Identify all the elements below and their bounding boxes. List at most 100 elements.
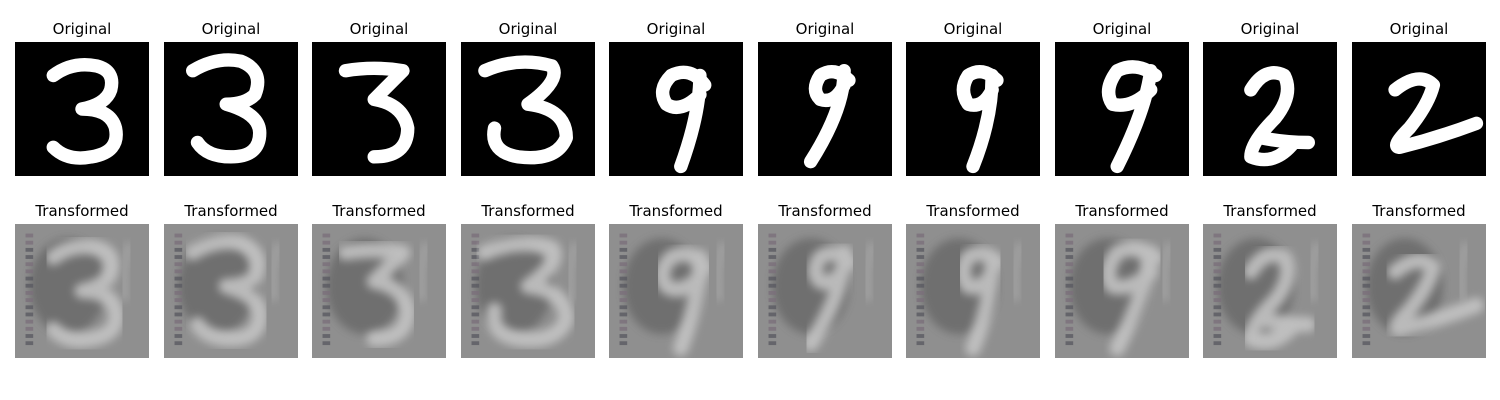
artifact-dot [1065,326,1074,331]
original-digit-image [609,42,743,176]
artifact-dot [25,255,34,259]
artifact-dot [471,247,480,252]
artifact-dot [471,291,480,295]
digit-stroke [1387,253,1485,337]
artifact-dot [916,334,925,338]
transformed-digit-image [1203,224,1337,358]
artifact-dot [322,298,331,303]
artifact-dot [916,319,925,324]
artifact-dot [25,291,34,295]
artifact-dot [619,298,628,303]
artifact-dot [619,269,628,274]
artifact-dot [1213,255,1222,259]
original-title: Original [943,20,1003,38]
artifact-dot [25,334,34,338]
artifact-dot [1362,291,1371,295]
artifact-dot [174,334,183,338]
transformed-digit-image [15,224,149,358]
digit-stroke [802,245,857,352]
artifact-dot [916,269,925,274]
original-digit-image [15,42,149,176]
artifact-dot [768,276,777,281]
transformed-digit-image [906,224,1040,358]
digit-stroke [654,246,713,357]
artifact-dot [322,312,331,317]
artifact-dot [1065,269,1074,274]
artifact-dot [916,276,925,281]
artifact-dot [619,283,628,288]
digit-stroke [478,55,573,165]
artifact-dot [1362,334,1371,338]
artifact-dot [1065,305,1074,310]
artifact-dot [916,247,925,252]
transformed-digit-image [164,224,298,358]
artifact-dot [322,326,331,331]
artifact-dot [322,319,331,324]
artifact-dot [471,305,480,310]
original-title: Original [201,20,261,38]
artifact-dot [1213,276,1222,281]
transformed-digit-image [312,224,446,358]
artifact-dot [322,247,331,252]
artifact-dot [322,269,331,274]
artifact-dot [25,298,34,303]
transformed-title: Transformed [1223,202,1317,220]
original-digit-image [164,42,298,176]
artifact-dot [1213,334,1222,338]
transformed-title: Transformed [332,202,426,220]
artifact-dot [1362,305,1371,310]
artifact-dot [1065,276,1074,281]
artifact-dot [916,341,925,346]
artifact-dot [1213,305,1222,310]
digit-stroke [803,64,856,169]
artifact-dot [1213,319,1222,324]
artifact-dot [25,312,34,317]
artifact-dot [916,312,925,317]
digit-stroke [1100,241,1164,357]
artifact-dot [619,291,628,295]
digit-stroke [655,65,712,174]
artifact-dot [322,283,331,288]
digit-stroke [1243,247,1316,350]
artifact-dot [1065,312,1074,317]
digit-stroke [955,246,1005,357]
artifact-dot [25,247,34,252]
artifact-dot [1065,341,1074,346]
ghost-stroke [1158,241,1175,302]
artifact-dot [768,319,777,324]
artifact-dot [768,262,777,267]
ghost-stroke [861,241,878,302]
artifact-dot [322,276,331,281]
artifact-dot [322,233,331,238]
artifact-dot [174,269,183,274]
artifact-dot [619,276,628,281]
artifact-dot [1065,240,1074,245]
artifact-dot [916,255,925,259]
artifact-dot [25,269,34,274]
artifact-dot [1213,283,1222,288]
artifact-dot [322,255,331,259]
digit-stroke [337,242,416,347]
artifact-dot [25,276,34,281]
artifact-dot [1213,291,1222,295]
artifact-dot [619,240,628,245]
artifact-dot [174,298,183,303]
artifact-dot [471,341,480,346]
artifact-dot [322,334,331,338]
digit-stroke [186,53,267,164]
artifact-dot [1065,262,1074,267]
ghost-stroke [1306,241,1323,302]
ghost-stroke [118,241,135,302]
artifact-dot [1213,247,1222,252]
original-title: Original [1240,20,1300,38]
artifact-dot [174,240,183,245]
artifact-dot [916,233,925,238]
artifact-dot [25,262,34,267]
original-digit-image [758,42,892,176]
artifact-dot [619,319,628,324]
artifact-dot [1213,262,1222,267]
artifact-dot [471,319,480,324]
transformed-title: Transformed [1075,202,1169,220]
original-digit-image [906,42,1040,176]
artifact-dot [1213,298,1222,303]
